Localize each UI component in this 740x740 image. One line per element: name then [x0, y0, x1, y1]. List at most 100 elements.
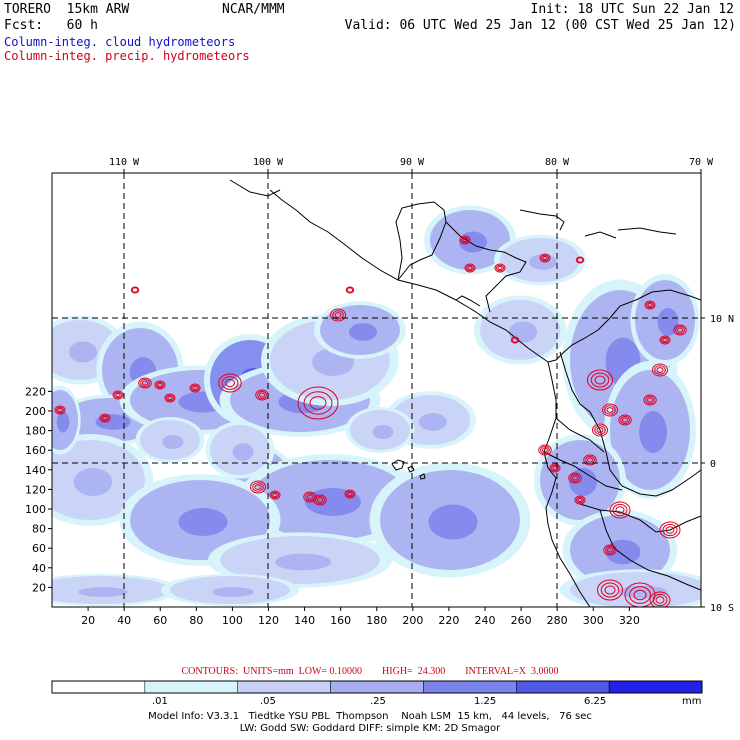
precip-contour	[330, 308, 346, 322]
cloud-core	[69, 341, 97, 363]
precip-contour	[673, 324, 687, 336]
precip-contour	[250, 480, 266, 494]
colorbar-unit: mm	[682, 696, 702, 707]
cloud-core	[78, 587, 128, 597]
precip-contour	[652, 363, 668, 377]
precip-contour	[542, 447, 548, 453]
colorbar-segment	[330, 680, 424, 694]
precip-contour	[606, 407, 614, 413]
precip-contour	[549, 463, 561, 473]
precip-contour	[252, 482, 264, 492]
lon-label: 100 W	[253, 157, 284, 168]
colorbar-segment	[237, 680, 331, 694]
cloud-core	[372, 425, 394, 439]
colorbar-segment	[516, 680, 610, 694]
x-axis-ticks: 20 40 60 80 100 120 140 160 180 200 220 240 260 280 30…	[81, 607, 640, 627]
precip-contour	[114, 391, 122, 399]
cloud-core	[428, 504, 478, 540]
precip-contour	[191, 384, 199, 392]
precip-contour	[315, 496, 325, 504]
cloud-core	[56, 411, 70, 433]
coastlines	[229, 179, 701, 607]
precip-contour	[140, 379, 150, 387]
precip-contour	[466, 264, 474, 272]
x-tick-label: 240	[475, 614, 496, 627]
x-tick-label: 220	[438, 614, 459, 627]
precip-contour	[662, 337, 668, 343]
precip-contour	[164, 393, 176, 403]
cloud-core	[212, 587, 254, 597]
forecast-hour: Fcst: 60 h	[4, 18, 98, 33]
longitude-labels: 110 W 100 W 90 W 80 W 70 W	[109, 157, 714, 173]
y-tick-label: 120	[25, 483, 46, 496]
precip-contour	[612, 503, 628, 517]
precip-contour	[646, 301, 654, 309]
precip-contour	[344, 489, 356, 499]
field1-label: Column-integ. cloud hydrometeors	[4, 35, 236, 49]
precip-contour	[112, 390, 124, 400]
precip-contour	[618, 414, 632, 426]
y-tick-label: 220	[25, 385, 46, 398]
lon-label: 110 W	[109, 157, 140, 168]
precip-contour	[568, 472, 582, 484]
lat-label: 10 S	[710, 603, 734, 614]
x-tick-label: 140	[294, 614, 315, 627]
x-tick-label: 280	[547, 614, 568, 627]
precip-contour	[272, 492, 278, 498]
field2-label: Column-integ. precip. hydrometeors	[4, 49, 250, 63]
precip-contour	[576, 496, 584, 504]
precip-contour	[154, 380, 166, 390]
precip-contour	[647, 302, 653, 308]
lon-label: 80 W	[545, 157, 570, 168]
precip-contour	[101, 414, 109, 422]
lat-label: 0	[710, 459, 716, 470]
precip-contour	[643, 394, 657, 406]
precip-contour	[570, 474, 580, 482]
x-tick-label: 260	[511, 614, 532, 627]
precip-contour	[572, 475, 578, 481]
lat-lon-grid	[52, 173, 701, 607]
precip-contour	[332, 310, 344, 320]
precip-contour	[303, 491, 317, 503]
precip-contour	[510, 336, 520, 344]
precip-contour	[218, 373, 242, 393]
model-info-line1: Model Info: V3.3.1 Tiedtke YSU PBL Thomp…	[148, 711, 592, 722]
precip-contour	[539, 253, 551, 263]
precip-contour	[257, 391, 267, 399]
precip-contour	[115, 392, 121, 398]
cloud-core	[509, 321, 537, 343]
lon-label: 70 W	[689, 157, 714, 168]
model-title: TORERO 15km ARW	[4, 2, 130, 17]
precip-contour	[317, 497, 323, 503]
precip-contour	[269, 490, 281, 500]
cloud-core	[275, 553, 331, 571]
y-tick-label: 100	[25, 503, 46, 516]
colorbar-label-1: .01	[152, 696, 168, 707]
precip-contour	[309, 396, 327, 410]
precip-contour	[662, 523, 678, 537]
colorbar-label-4: 1.25	[474, 696, 497, 707]
y-tick-label: 80	[32, 523, 46, 536]
x-tick-label: 40	[117, 614, 131, 627]
precip-contour	[130, 286, 140, 294]
y-tick-label: 140	[25, 464, 46, 477]
colorbar-border	[51, 680, 703, 694]
x-tick-label: 60	[153, 614, 167, 627]
precip-contour	[497, 265, 503, 271]
precip-contour	[675, 326, 685, 334]
precip-contour	[131, 287, 139, 293]
x-tick-label: 120	[258, 614, 279, 627]
precip-contour	[192, 385, 198, 391]
y-tick-label: 180	[25, 425, 46, 438]
cloud-core	[162, 435, 184, 449]
y-axis-ticks: 20 40 60 80 100 120 140 160 180 200 220	[25, 385, 52, 594]
precip-contour	[494, 263, 506, 273]
precip-contour	[56, 406, 64, 414]
precip-contour	[496, 264, 504, 272]
precip-contour	[346, 490, 354, 498]
precip-contour	[102, 415, 108, 421]
org-label: NCAR/MMM	[222, 2, 285, 17]
valid-time: Valid: 06 UTC Wed 25 Jan 12 (00 CST Wed …	[344, 18, 736, 33]
x-tick-label: 160	[330, 614, 351, 627]
